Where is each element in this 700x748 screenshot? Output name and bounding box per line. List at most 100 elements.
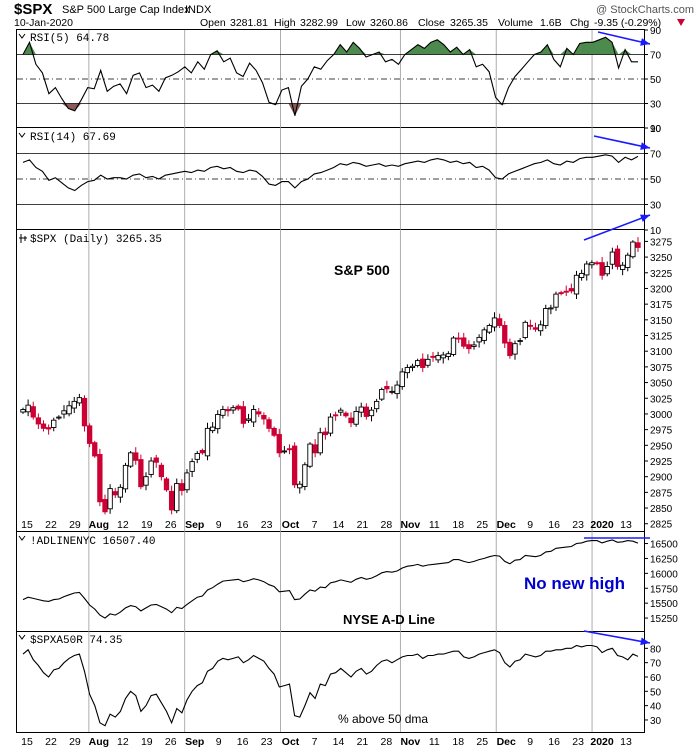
y-tick-label: 10 bbox=[650, 124, 662, 135]
open-value: 3281.81 bbox=[230, 17, 268, 29]
candle-up bbox=[625, 254, 631, 268]
y-tick-label: 70 bbox=[650, 150, 662, 161]
arrowhead-icon bbox=[640, 637, 650, 646]
x-tick-label: 28 bbox=[381, 519, 393, 531]
candle-up bbox=[573, 274, 580, 295]
x-axis-top: 15 22 29 Aug 12 19 26 Sep 9 16 23 Oct 7 14 21 28 Nov 11 18… bbox=[21, 519, 632, 531]
candle-up bbox=[76, 397, 83, 404]
x-tick-label: 29 bbox=[69, 519, 81, 531]
candle-up bbox=[51, 419, 57, 428]
candle-up bbox=[189, 461, 195, 472]
y-tick-label: 2875 bbox=[650, 488, 673, 499]
candle-up bbox=[317, 432, 323, 454]
candle-up bbox=[553, 293, 559, 308]
open-label: Open bbox=[200, 17, 226, 29]
rsi5-legend: RSI(5) 64.78 bbox=[30, 33, 109, 45]
series-line bbox=[22, 36, 638, 116]
y-tick-label: 10 bbox=[650, 226, 662, 237]
trend-arrows bbox=[583, 31, 651, 646]
x-tick-label: 22 bbox=[45, 736, 57, 748]
x-tick-label: 11 bbox=[429, 519, 440, 531]
y-tick-label: 50 bbox=[650, 175, 662, 186]
y-tick-label: 2850 bbox=[650, 504, 673, 515]
y-tick-label: 2950 bbox=[650, 441, 673, 452]
x-tick-label: 13 bbox=[620, 736, 632, 748]
x-tick-label: 25 bbox=[476, 736, 488, 748]
candle-down bbox=[563, 290, 569, 293]
candle-down bbox=[179, 483, 185, 491]
candle-up bbox=[281, 450, 288, 453]
series-line bbox=[22, 154, 639, 192]
candle-down bbox=[30, 406, 36, 418]
y-tick-label: 2975 bbox=[650, 426, 673, 437]
volume-value: 1.6B bbox=[540, 17, 562, 29]
pct50-annotation: % above 50 dma bbox=[338, 712, 428, 726]
candle-up bbox=[327, 416, 334, 434]
price-panel-frame bbox=[16, 229, 645, 532]
y-tick-label: 3225 bbox=[650, 269, 673, 280]
x-tick-label: 28 bbox=[381, 736, 393, 748]
x-tick-label: 9 bbox=[216, 736, 222, 748]
candle-down bbox=[40, 423, 47, 429]
candle-up bbox=[548, 307, 554, 310]
y-tick-label: 40 bbox=[650, 702, 662, 713]
y-tick-label: 80 bbox=[650, 644, 662, 655]
rsi14-chevron-icon bbox=[18, 132, 26, 138]
x-tick-label: 15 bbox=[21, 736, 33, 748]
rsi5-chevron-icon bbox=[18, 33, 26, 39]
x-tick-label: 16 bbox=[548, 519, 560, 531]
x-tick-label: 11 bbox=[429, 736, 440, 748]
x-tick-label: Aug bbox=[89, 736, 109, 748]
x-tick-label: 29 bbox=[69, 736, 81, 748]
candle-up bbox=[414, 360, 421, 366]
candle-up bbox=[117, 486, 124, 498]
sp500-annotation: S&P 500 bbox=[334, 262, 390, 278]
x-tick-label: 19 bbox=[141, 736, 153, 748]
candle-down bbox=[158, 464, 165, 478]
y-tick-label: 15250 bbox=[650, 614, 678, 625]
candle-down bbox=[240, 406, 247, 424]
candle-up bbox=[425, 358, 431, 366]
low-label: Low bbox=[346, 17, 366, 29]
candle-down bbox=[430, 355, 436, 358]
y-tick-label: 30 bbox=[650, 716, 662, 727]
candle-down bbox=[496, 318, 503, 326]
trend-arrow-line bbox=[593, 135, 651, 149]
candle-down bbox=[86, 425, 93, 444]
x-tick-label: 23 bbox=[572, 736, 584, 748]
pct50-panel-frame bbox=[16, 631, 645, 733]
y-tick-label: 15500 bbox=[650, 599, 678, 610]
candle-up bbox=[389, 390, 395, 393]
y-tick-label: 90 bbox=[650, 124, 662, 135]
low-value: 3260.86 bbox=[370, 17, 408, 29]
candle-up bbox=[230, 407, 236, 411]
x-tick-label: 22 bbox=[45, 519, 57, 531]
x-tick-label: Oct bbox=[282, 736, 300, 748]
arrowhead-icon bbox=[640, 214, 650, 222]
candle-up bbox=[368, 409, 375, 417]
candle-down bbox=[455, 337, 462, 340]
y-tick-label: 3100 bbox=[650, 347, 673, 358]
x-axis-bottom: 15 22 29 Aug 12 19 26 Sep 9 16 23 Oct 7 14 21 28 Nov 11 18… bbox=[21, 736, 632, 748]
chart-date: 10-Jan-2020 bbox=[14, 17, 73, 29]
candle-down bbox=[466, 344, 472, 350]
candle-down bbox=[502, 325, 508, 344]
y-tick-label: 3200 bbox=[650, 284, 673, 295]
symbol-exchange: INDX bbox=[185, 4, 212, 16]
y-tick-label: 3000 bbox=[650, 410, 673, 421]
candle-up bbox=[450, 337, 457, 355]
candle-up bbox=[512, 343, 518, 355]
x-tick-label: 23 bbox=[261, 519, 273, 531]
candle-up bbox=[435, 355, 441, 361]
close-value: 3265.35 bbox=[450, 17, 488, 29]
x-tick-label: 13 bbox=[620, 519, 632, 531]
y-tick-label: 30 bbox=[650, 100, 662, 111]
y-tick-label: 2825 bbox=[650, 520, 673, 531]
candle-up bbox=[297, 483, 303, 489]
candle-down bbox=[527, 324, 534, 327]
x-tick-label: 7 bbox=[312, 519, 318, 531]
candle-up bbox=[517, 340, 523, 342]
candle-down bbox=[199, 449, 206, 454]
candle-down bbox=[256, 411, 262, 415]
series-line bbox=[22, 644, 639, 727]
